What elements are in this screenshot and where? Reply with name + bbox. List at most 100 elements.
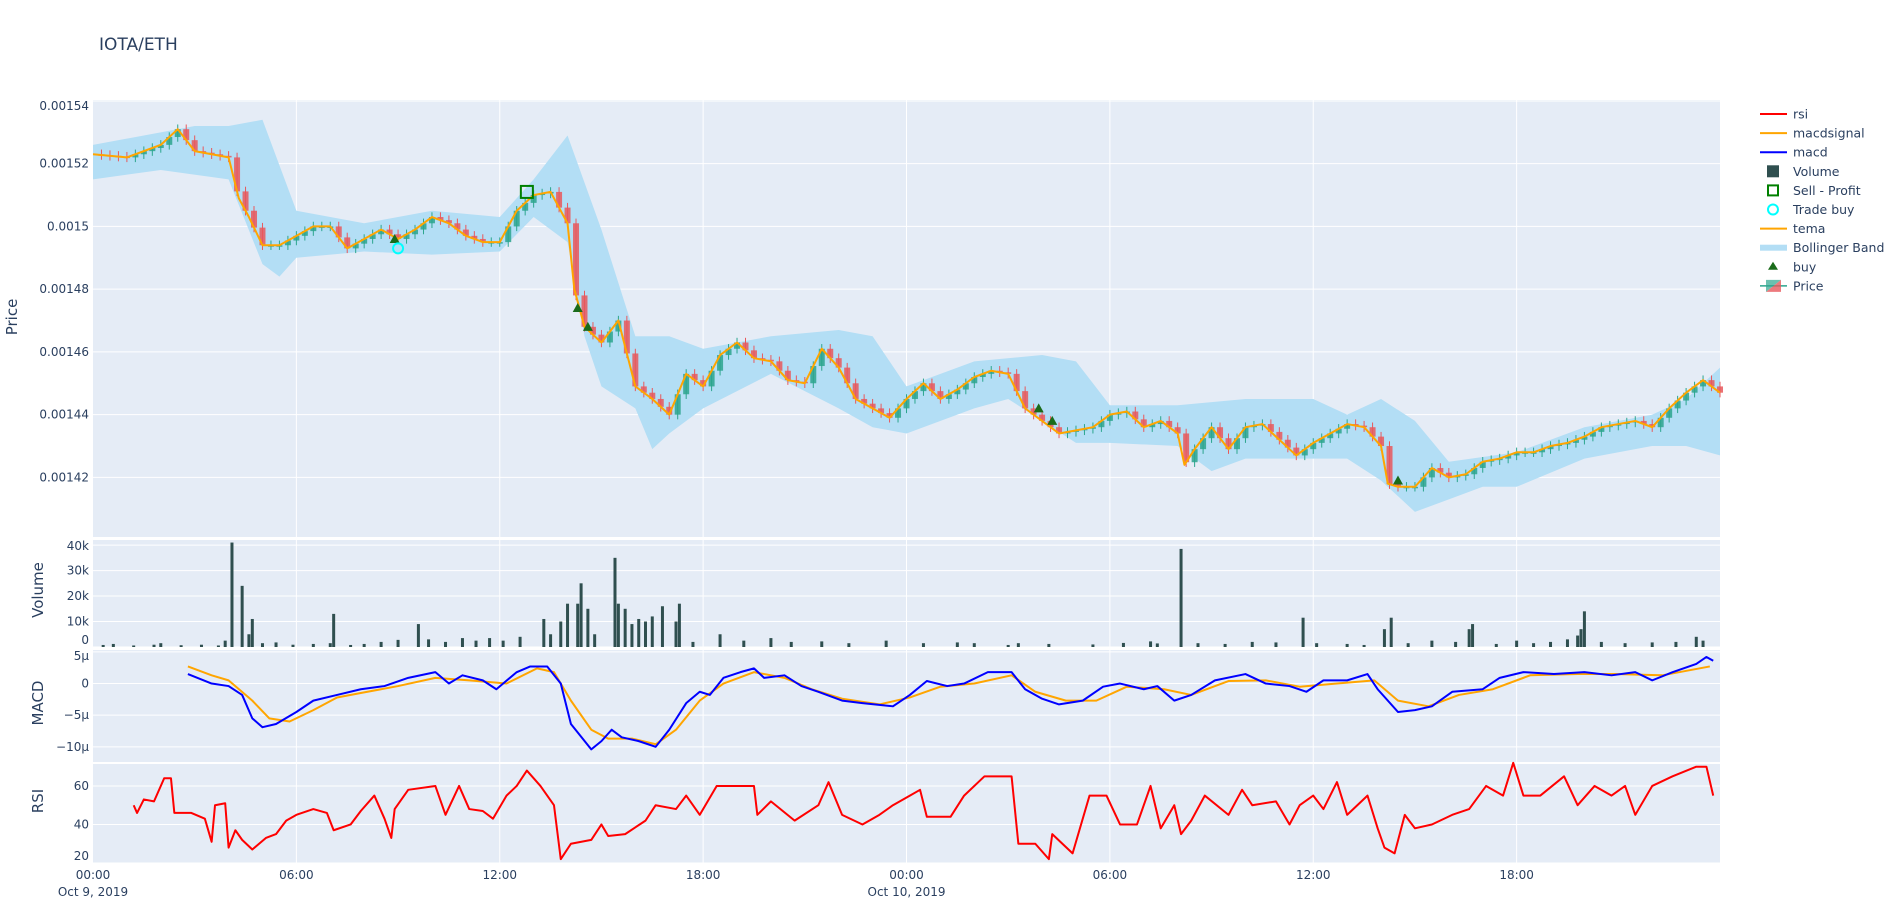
buy-legend-swatch	[1768, 261, 1778, 270]
buy-marker	[1047, 415, 1058, 425]
volume-axis-title: Volume	[29, 562, 47, 618]
candle-body	[1098, 420, 1105, 428]
candle-body	[344, 237, 351, 249]
volume-bar	[223, 640, 227, 647]
candle-body	[395, 234, 402, 239]
volume-legend-swatch	[1767, 165, 1779, 178]
candle-body	[573, 223, 580, 296]
candle-body	[1056, 427, 1063, 434]
candle-body	[1208, 427, 1215, 439]
candle-body	[1683, 392, 1690, 401]
candle-body	[861, 398, 868, 404]
volume-bar	[101, 644, 105, 647]
legend-label: rsi	[1793, 107, 1808, 122]
volume-bar	[291, 644, 295, 647]
x-tick-date-label: Oct 10, 2019	[868, 885, 946, 899]
volume-bar	[1532, 643, 1536, 647]
candle-body	[844, 367, 851, 384]
candle-body	[615, 320, 622, 332]
volume-bar	[616, 603, 620, 647]
candle-body	[954, 389, 961, 395]
candle-body	[140, 151, 147, 155]
trade-buy-legend-swatch	[1767, 203, 1779, 216]
volume-bar	[650, 616, 654, 647]
volume-bar	[579, 583, 583, 647]
volume-bar	[1454, 641, 1458, 647]
volume-bar	[1315, 643, 1319, 647]
volume-bar	[332, 613, 336, 647]
candle-body	[1327, 433, 1334, 439]
volume-bar	[576, 603, 580, 647]
price-y-tick-label: 0.00154	[39, 99, 89, 113]
candle-body	[242, 191, 249, 211]
candle-body	[1479, 461, 1486, 468]
candle-body	[437, 217, 444, 221]
candle-body	[132, 154, 139, 158]
candle-body	[1157, 420, 1164, 425]
volume-bar	[921, 643, 925, 647]
candle-body	[911, 391, 918, 399]
x-tick-label: 18:00	[686, 868, 721, 882]
candle-body	[166, 137, 173, 145]
volume-bar	[613, 557, 617, 647]
volume-bar	[349, 644, 353, 647]
volume-bar	[789, 641, 793, 647]
candle-body	[750, 350, 757, 359]
legend-label: Trade buy	[1792, 202, 1855, 217]
candle-body	[1267, 424, 1274, 432]
macd-line	[187, 655, 1714, 751]
volume-bar	[542, 618, 546, 647]
candle-body	[462, 229, 469, 236]
volume-bar	[1565, 639, 1569, 647]
volume-bar	[593, 634, 597, 647]
price-y-tick-label: 0.00142	[39, 470, 89, 484]
candle-body	[1547, 446, 1554, 450]
volume-bar	[1301, 617, 1305, 647]
candle-body	[623, 320, 630, 354]
candle-body	[1717, 386, 1723, 393]
volume-y-tick-label: 10k	[67, 615, 89, 629]
candle-body	[471, 235, 478, 239]
price-y-tick-label: 0.00144	[39, 408, 89, 422]
volume-bar	[1674, 641, 1678, 647]
candle-body	[1276, 431, 1283, 440]
volume-bar	[260, 643, 264, 647]
candle-body	[1217, 427, 1224, 439]
volume-bar	[159, 643, 163, 647]
sell-profit-legend-swatch	[1767, 184, 1779, 197]
candle-body	[1310, 442, 1317, 450]
candle-body	[903, 398, 910, 409]
candle-body	[293, 235, 300, 241]
candle-body	[301, 231, 308, 236]
volume-bar	[742, 640, 746, 647]
candle-body	[717, 355, 724, 371]
chart-title: IOTA/ETH	[99, 35, 178, 55]
candle-body	[1149, 424, 1156, 428]
volume-bar	[586, 608, 590, 647]
volume-bar	[1091, 644, 1095, 647]
candle-body	[649, 392, 656, 399]
volume-bar	[1471, 624, 1475, 647]
volume-bar	[566, 603, 570, 647]
candle-body	[895, 408, 902, 418]
candle-body	[1335, 428, 1342, 434]
candle-body	[852, 383, 859, 399]
candle-body	[1013, 373, 1020, 392]
candle-body	[945, 394, 952, 399]
candle-body	[920, 383, 927, 392]
candle-body	[310, 226, 317, 232]
volume-bar	[1345, 643, 1349, 647]
volume-bar	[1494, 643, 1498, 647]
volume-y-tick-label: 20k	[67, 589, 89, 603]
volume-bar	[1250, 641, 1254, 647]
x-tick-label: 12:00	[1296, 868, 1331, 882]
volume-bar	[769, 638, 773, 647]
candle-body	[742, 342, 749, 351]
sell-profit-marker	[519, 184, 534, 199]
volume-bar	[1467, 629, 1471, 647]
volume-bar	[311, 643, 315, 647]
candle-body	[1344, 424, 1351, 429]
candle-body	[1657, 417, 1664, 428]
price-y-tick-label: 0.00152	[39, 157, 89, 171]
